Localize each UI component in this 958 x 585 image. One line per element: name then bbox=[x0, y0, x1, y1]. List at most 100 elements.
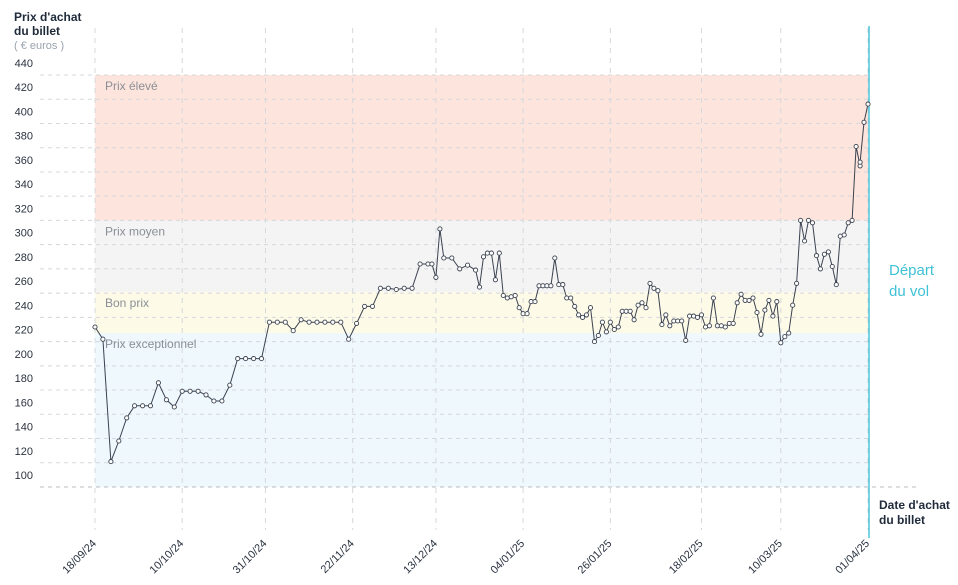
data-point-93 bbox=[643, 305, 649, 311]
data-point-72 bbox=[560, 282, 566, 288]
data-point-134 bbox=[805, 217, 812, 223]
y-tick-280: 280 bbox=[15, 252, 33, 264]
data-point-124 bbox=[766, 297, 772, 303]
data-point-65 bbox=[532, 299, 538, 305]
data-point-28 bbox=[314, 319, 320, 325]
data-point-0 bbox=[92, 324, 98, 330]
data-point-45 bbox=[437, 226, 443, 232]
data-point-37 bbox=[385, 285, 391, 291]
data-point-94 bbox=[647, 280, 653, 286]
data-point-91 bbox=[635, 302, 641, 308]
data-point-44 bbox=[433, 274, 439, 280]
data-point-128 bbox=[782, 334, 788, 340]
data-point-32 bbox=[346, 336, 352, 342]
data-point-14 bbox=[203, 392, 209, 398]
data-point-29 bbox=[322, 319, 328, 325]
data-point-11 bbox=[179, 388, 185, 394]
x-tick-1: 10/10/24 bbox=[148, 538, 187, 577]
data-point-133 bbox=[802, 238, 808, 244]
data-point-47 bbox=[449, 255, 455, 261]
data-point-69 bbox=[548, 283, 554, 289]
data-point-77 bbox=[580, 314, 586, 320]
x-tick-3: 22/11/24 bbox=[319, 538, 357, 576]
x-tick-7: 18/02/25 bbox=[667, 538, 706, 577]
data-point-50 bbox=[473, 267, 479, 273]
data-point-123 bbox=[762, 307, 768, 313]
data-point-63 bbox=[524, 311, 530, 317]
data-point-25 bbox=[290, 328, 296, 334]
x-axis-ticks: 18/09/24 10/10/24 31/10/24 22/11/24 13/12/24… bbox=[60, 538, 872, 577]
data-point-26 bbox=[298, 317, 304, 323]
data-point-1 bbox=[100, 336, 106, 342]
data-point-119 bbox=[746, 297, 752, 303]
x-tick-8: 10/03/25 bbox=[746, 538, 785, 577]
y-tick-440: 440 bbox=[15, 58, 33, 70]
data-point-103 bbox=[683, 337, 689, 343]
data-point-52 bbox=[480, 254, 487, 260]
data-point-136 bbox=[813, 253, 820, 259]
data-point-143 bbox=[841, 232, 847, 238]
y-tick-140: 140 bbox=[15, 422, 33, 434]
data-point-132 bbox=[798, 217, 804, 223]
data-point-31 bbox=[338, 319, 344, 325]
data-point-41 bbox=[417, 261, 423, 267]
x-tick-5: 04/01/25 bbox=[488, 538, 527, 577]
y-tick-320: 320 bbox=[15, 203, 33, 215]
data-point-144 bbox=[845, 220, 851, 226]
departure-label: Départ du vol bbox=[889, 262, 935, 300]
data-point-3 bbox=[116, 438, 122, 444]
data-point-86 bbox=[615, 324, 621, 330]
data-point-20 bbox=[251, 356, 257, 362]
data-point-17 bbox=[227, 382, 233, 388]
data-point-97 bbox=[659, 322, 665, 328]
data-point-107 bbox=[698, 312, 705, 318]
grid-lines bbox=[40, 28, 869, 530]
price-bands bbox=[95, 75, 868, 487]
data-point-78 bbox=[583, 312, 590, 318]
data-point-2 bbox=[108, 459, 114, 465]
data-point-82 bbox=[599, 319, 605, 325]
data-point-75 bbox=[572, 303, 578, 309]
y-tick-360: 360 bbox=[15, 155, 33, 167]
data-point-36 bbox=[377, 285, 383, 291]
data-point-10 bbox=[171, 404, 177, 410]
band-label-0: Prix exceptionnel bbox=[105, 337, 196, 351]
data-point-127 bbox=[778, 340, 784, 346]
data-point-92 bbox=[639, 300, 645, 306]
data-point-13 bbox=[195, 388, 201, 394]
data-point-4 bbox=[124, 415, 130, 421]
data-point-117 bbox=[738, 291, 744, 297]
data-point-149 bbox=[861, 119, 867, 125]
data-point-95 bbox=[651, 285, 657, 291]
data-point-138 bbox=[821, 251, 827, 257]
data-point-126 bbox=[774, 299, 780, 305]
data-point-19 bbox=[243, 356, 249, 362]
data-point-79 bbox=[587, 305, 594, 311]
data-point-146 bbox=[853, 143, 859, 150]
data-point-39 bbox=[401, 285, 407, 291]
data-point-113 bbox=[722, 324, 728, 330]
data-point-80 bbox=[591, 339, 598, 345]
y-tick-200: 200 bbox=[15, 349, 33, 361]
band-label-2: Prix moyen bbox=[105, 224, 165, 238]
x-axis-title: Date d'achat du billet bbox=[879, 498, 950, 527]
data-point-102 bbox=[679, 318, 685, 324]
data-point-84 bbox=[607, 319, 613, 325]
band-labels: Prix exceptionnel Bon prix Prix moyen Prix … bbox=[105, 79, 196, 351]
data-point-76 bbox=[576, 312, 582, 318]
y-axis-ticks: 100 120 140 160 180 200 220 240 260 280 300 320 340 3… bbox=[15, 58, 33, 482]
data-point-35 bbox=[369, 303, 376, 309]
data-point-38 bbox=[393, 286, 399, 293]
y-tick-380: 380 bbox=[15, 131, 33, 143]
y-tick-240: 240 bbox=[15, 300, 33, 312]
data-point-54 bbox=[488, 250, 494, 256]
x-tick-9: 01/04/25 bbox=[833, 538, 872, 577]
data-point-81 bbox=[595, 332, 601, 339]
band-0 bbox=[95, 333, 868, 487]
band-label-3: Prix élevé bbox=[105, 79, 158, 93]
y-tick-160: 160 bbox=[15, 397, 33, 409]
data-point-135 bbox=[809, 220, 816, 226]
data-point-60 bbox=[512, 292, 518, 299]
data-point-49 bbox=[465, 262, 471, 268]
data-point-57 bbox=[500, 292, 506, 299]
